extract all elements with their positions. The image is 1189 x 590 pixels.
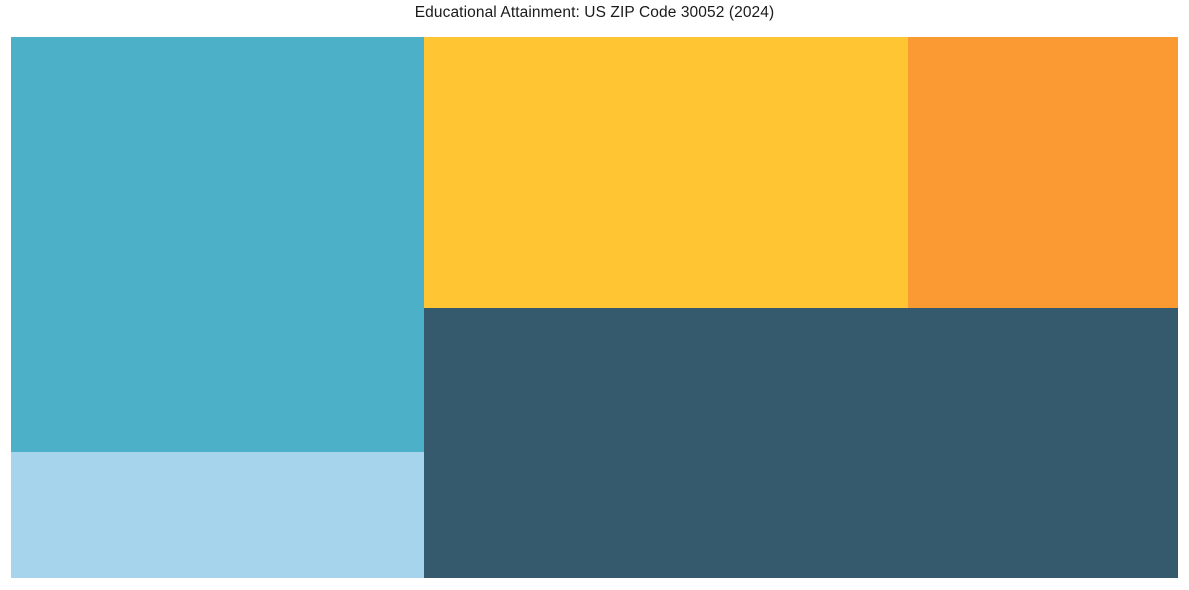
chart-title: Educational Attainment: US ZIP Code 3005…: [414, 4, 775, 21]
treemap-tile-3[interactable]: [424, 37, 908, 308]
treemap-tile-5[interactable]: [424, 307, 1178, 578]
treemap-tile-1[interactable]: [11, 37, 424, 452]
treemap-tile-2[interactable]: [11, 452, 424, 578]
treemap-tile-4[interactable]: [908, 37, 1178, 308]
treemap-plot-area: [11, 37, 1178, 578]
